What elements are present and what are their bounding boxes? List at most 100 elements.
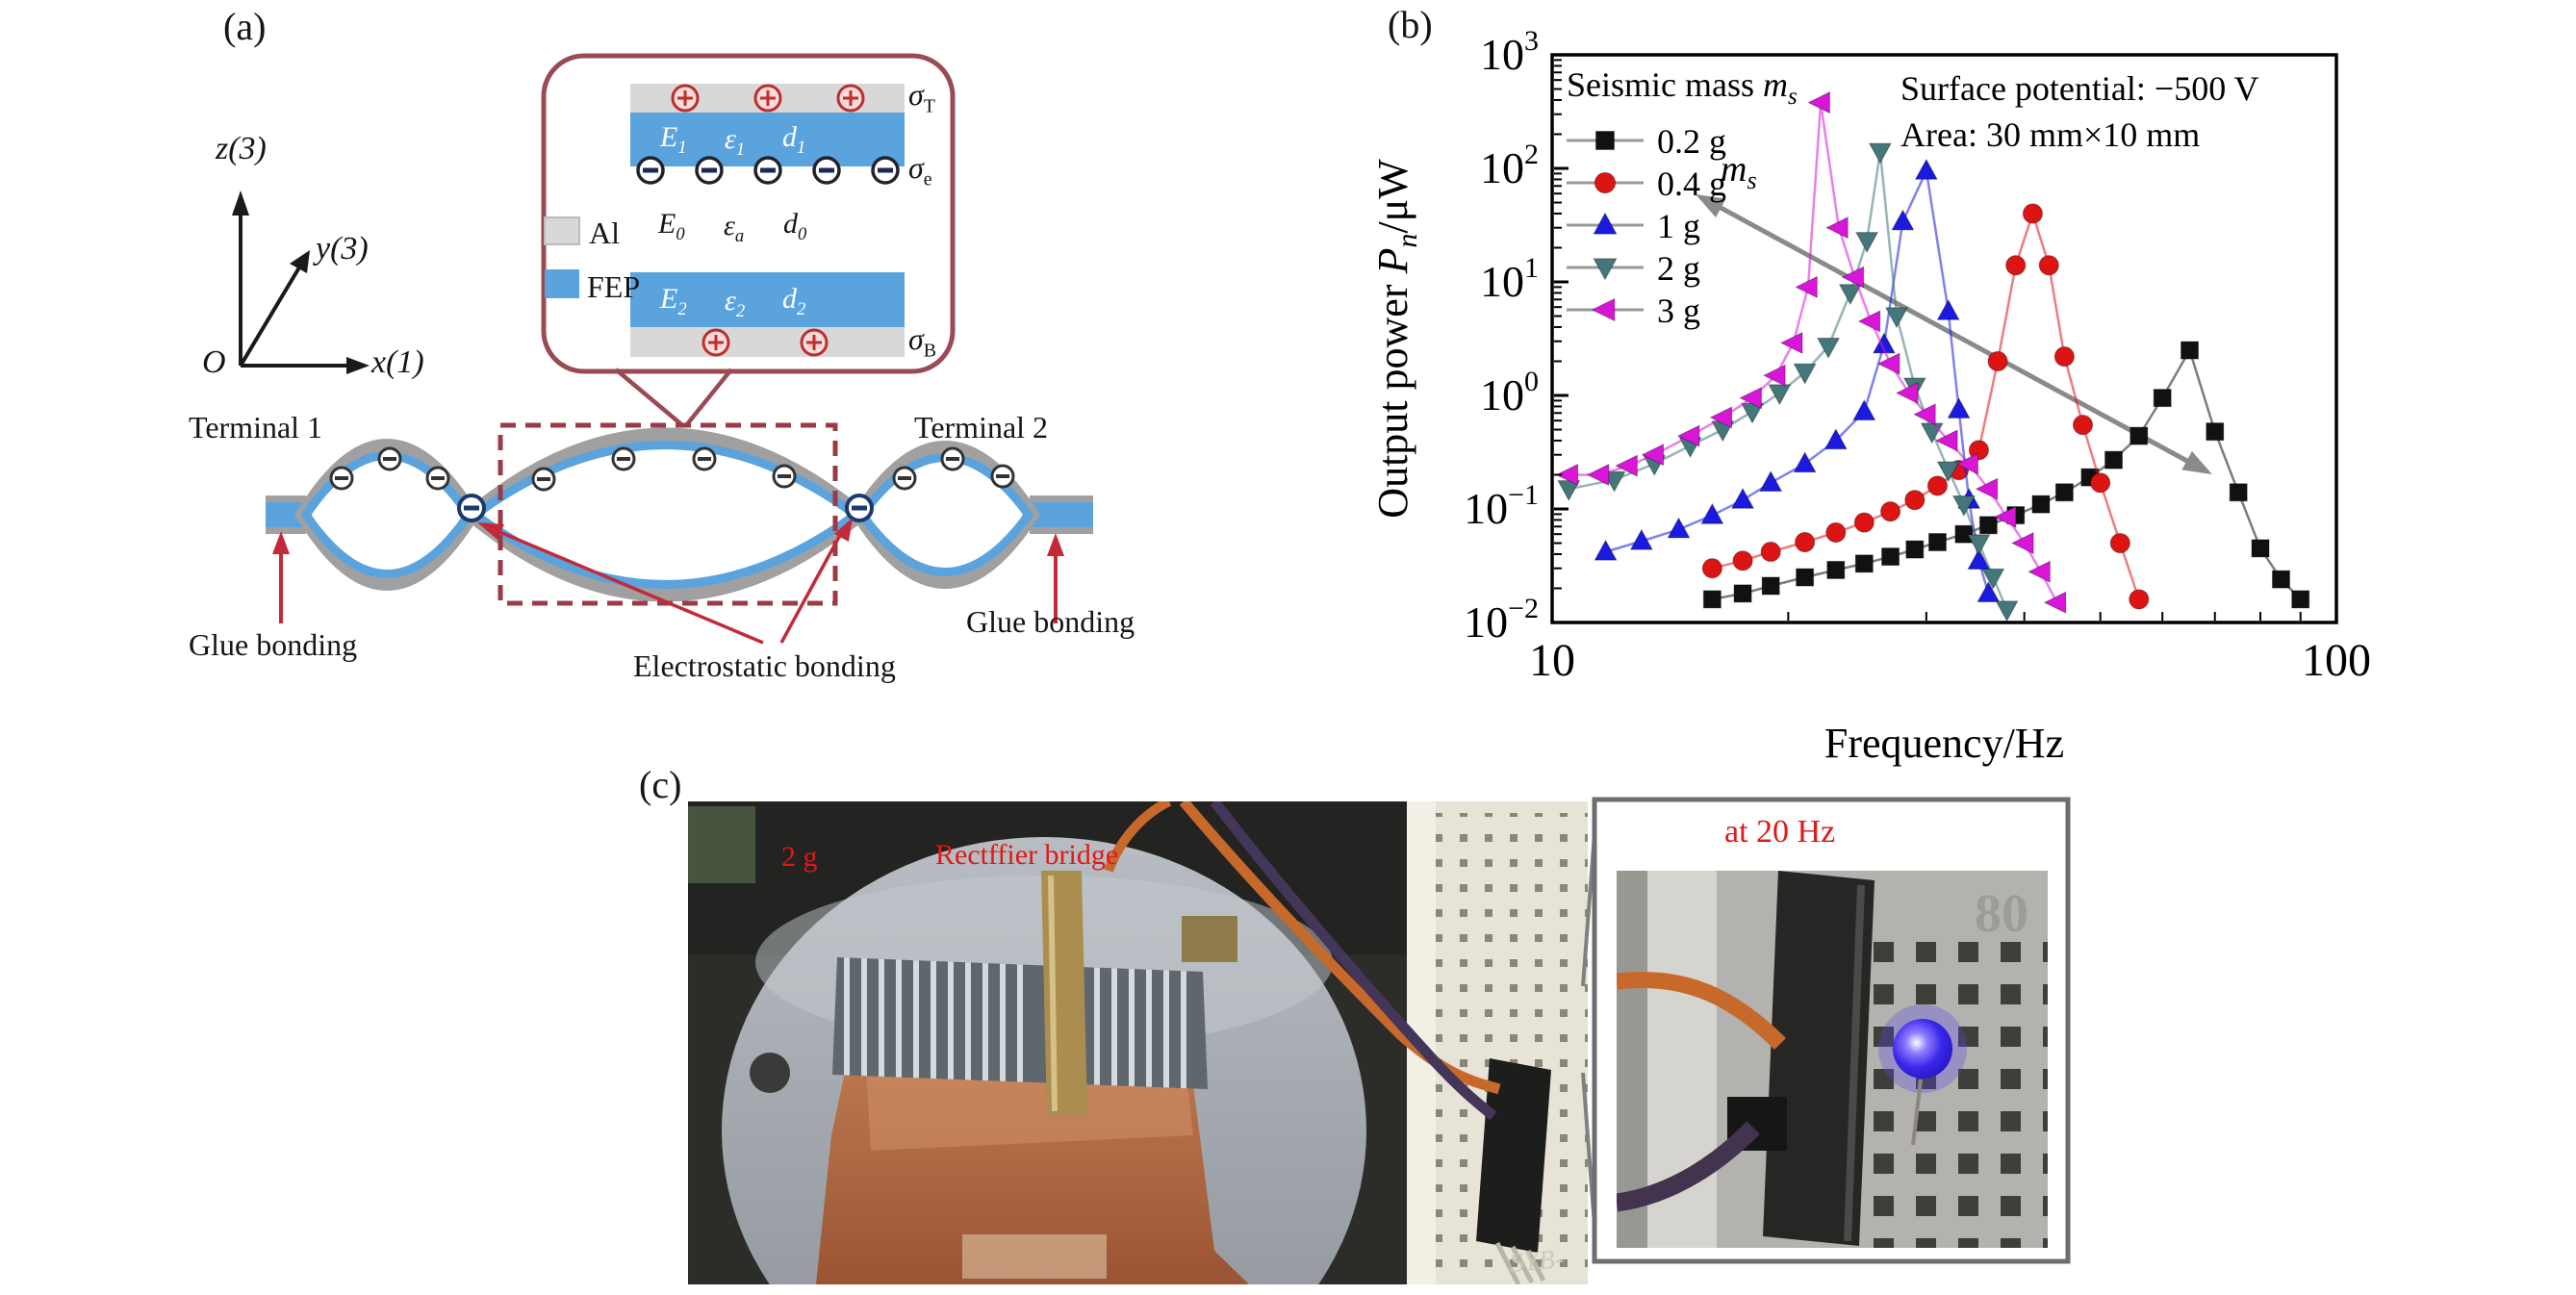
y-tick-label: 100	[1480, 366, 1539, 419]
cell-chain	[266, 422, 1093, 606]
plus-charge-icon	[800, 328, 829, 357]
charge-icons	[636, 84, 900, 357]
panel-a-label: (a)	[223, 5, 267, 48]
annotation-arrows	[272, 518, 1064, 645]
rectifier-component	[1476, 1058, 1551, 1253]
d2-label: d2	[782, 283, 806, 319]
glue-bonding-left-label: Glue bonding	[189, 627, 358, 662]
sigma-t-label: σT	[908, 77, 935, 117]
minus-charge-icon	[812, 156, 841, 185]
minus-charge-icon	[377, 446, 402, 471]
disc-screw	[750, 1053, 790, 1093]
minus-charge-icon	[692, 446, 717, 471]
purple-wire-closeup	[1617, 1121, 1760, 1212]
x-axis-label: x(1)	[371, 344, 424, 380]
legend-entry-label: 1 g	[1657, 207, 1700, 245]
mass-photo-label: 2 g	[781, 841, 818, 873]
legend-entry-label: 0.2 g	[1657, 122, 1726, 161]
y-tick-label: 103	[1480, 25, 1539, 79]
breadboard-embossed-text: SYB-	[1509, 1244, 1565, 1279]
pinch-minus-charge-icon	[457, 494, 486, 522]
y-axis-label: y(3)	[316, 231, 369, 267]
coordinate-axes	[232, 190, 370, 374]
minus-charge-icon	[892, 466, 917, 491]
tape-strip	[962, 1234, 1107, 1279]
e0-label: E0	[658, 208, 685, 244]
minus-charge-icon	[329, 466, 354, 491]
eps2-label: ε2	[725, 285, 746, 321]
led-icon	[1893, 1019, 1952, 1079]
layer-stack-callout	[541, 53, 956, 426]
minus-charge-icon	[695, 156, 724, 185]
x-tick-label: 10	[1529, 635, 1575, 686]
fep-swatch-icon	[545, 269, 579, 298]
orange-wire	[1104, 801, 1172, 873]
glue-left-arrow-icon	[272, 531, 290, 554]
fep-legend-label: FEP	[587, 269, 641, 304]
rectifier-closeup	[1763, 871, 1875, 1246]
panel-c-label: (c)	[639, 763, 682, 806]
z-axis-label: z(3)	[216, 131, 267, 166]
eps1-label: ε1	[725, 123, 746, 160]
plus-charge-icon	[671, 84, 700, 113]
y-tick-label: 101	[1480, 252, 1539, 306]
y-tick-label: 10−1	[1464, 479, 1539, 533]
terminal1-label: Terminal 1	[189, 410, 323, 444]
minus-charge-icon	[753, 156, 782, 185]
legend-title: Seismic mass ms	[1567, 65, 1798, 110]
e2-label: E2	[660, 283, 687, 319]
al-swatch-icon	[544, 216, 580, 245]
minus-charge-icon	[990, 464, 1015, 489]
experiment-photo: SYB- 80	[688, 797, 2071, 1284]
legend-entry-label: 3 g	[1657, 292, 1700, 330]
fep-layer-2	[630, 272, 905, 327]
minus-charge-icon	[531, 467, 556, 492]
minus-charge-icon	[940, 446, 965, 471]
rectifier-bridge-label: Rectffier bridge	[935, 839, 1119, 871]
x-axis-arrow-icon	[346, 357, 370, 374]
electrostatic-bonding-label: Electrostatic bonding	[633, 648, 896, 683]
x-tick-label: 100	[2302, 635, 2371, 686]
sigma-e-label: σe	[908, 150, 932, 190]
minus-charge-icon	[611, 446, 636, 471]
legend-entry-label: 0.4 g	[1657, 165, 1726, 203]
minus-charge-icon	[425, 466, 450, 491]
inset-embossed-text: 80	[1975, 884, 2028, 944]
origin-label: O	[202, 344, 226, 380]
y-axis-arrow-icon	[290, 250, 310, 273]
legend-entry-label: 2 g	[1657, 249, 1700, 288]
orange-wire-closeup	[1617, 971, 1787, 1051]
purple-wire	[1210, 801, 1497, 1121]
output-power-chart: 103 102 101 100 10−1 10−2 10 100 Frequency/Hz Out…	[1347, 0, 2576, 818]
plus-charge-icon	[836, 84, 865, 113]
al-bottom-layer	[630, 327, 905, 357]
pinch-minus-charge-icon	[845, 494, 874, 522]
plus-charge-icon	[701, 328, 730, 357]
z-axis-arrow-icon	[232, 190, 249, 216]
eps-a-label: εa	[724, 210, 745, 246]
y-tick-label: 10−2	[1464, 593, 1539, 647]
gold-block	[1182, 916, 1237, 962]
electrostatic-left-arrow-icon	[477, 522, 504, 540]
panel-b-label: (b)	[1388, 3, 1433, 46]
terminal2-label: Terminal 2	[914, 410, 1049, 444]
minus-charge-icon	[636, 156, 665, 185]
d1-label: d1	[782, 121, 806, 158]
d0-label: d0	[783, 208, 807, 244]
sigma-b-label: σB	[908, 321, 937, 362]
glue-right-arrow-icon	[1047, 533, 1064, 556]
glue-bonding-right-label: Glue bonding	[966, 604, 1135, 639]
surface-potential-annotation: Surface potential: −500 V	[1900, 69, 2259, 108]
inset-frequency-label: at 20 Hz	[1724, 814, 1836, 850]
y-axis-title: Output power Pn/μW	[1369, 159, 1423, 519]
minus-charge-icon	[772, 464, 797, 489]
al-legend-label: Al	[589, 216, 620, 250]
y-tick-label: 102	[1480, 139, 1539, 192]
e1-label: E1	[660, 121, 687, 158]
electret-charge-icons	[329, 446, 1015, 522]
seismic-mass-bar	[1041, 871, 1087, 1116]
mass-arrow-label: ms	[1721, 149, 1757, 194]
minus-charge-icon	[871, 156, 900, 185]
